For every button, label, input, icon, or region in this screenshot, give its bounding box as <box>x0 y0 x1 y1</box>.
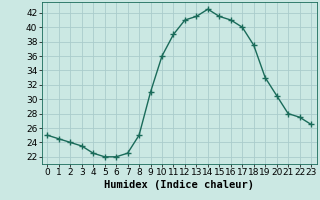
X-axis label: Humidex (Indice chaleur): Humidex (Indice chaleur) <box>104 180 254 190</box>
